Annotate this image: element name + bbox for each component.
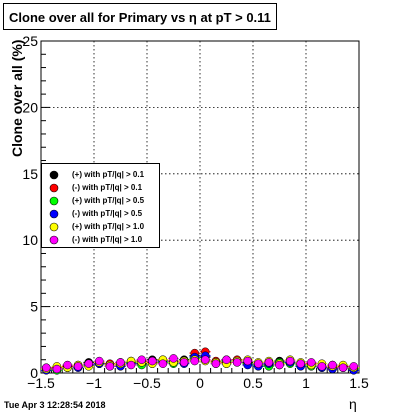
data-point <box>317 362 327 371</box>
x-tick-label: 1.5 <box>349 375 369 391</box>
data-point <box>169 354 178 363</box>
data-point <box>201 355 210 364</box>
x-tick-label: −1 <box>86 375 102 391</box>
data-point <box>105 362 115 371</box>
data-point <box>190 356 199 366</box>
legend-item: (+) with pT/|q| > 1.0 <box>42 220 161 233</box>
data-point <box>222 355 231 364</box>
legend-label: (-) with pT/|q| > 0.1 <box>72 183 143 192</box>
data-point <box>42 363 51 372</box>
data-point <box>338 363 348 372</box>
legend-marker-green <box>49 196 59 206</box>
data-point <box>285 356 295 366</box>
data-point <box>328 360 337 370</box>
y-tick-label: 5 <box>30 299 38 315</box>
data-point <box>232 358 242 367</box>
legend-item: (-) with pT/|q| > 0.1 <box>42 181 161 194</box>
timestamp: Tue Apr 3 12:28:54 2018 <box>4 400 106 410</box>
data-point <box>63 360 72 370</box>
legend-item: (-) with pT/|q| > 1.0 <box>42 233 161 246</box>
x-axis-label: η <box>349 396 357 412</box>
legend-label: (+) with pT/|q| > 0.5 <box>72 196 145 205</box>
y-tick-label: 25 <box>22 33 38 49</box>
legend-item: (+) with pT/|q| > 0.1 <box>42 168 161 181</box>
y-tick-label: 10 <box>22 232 38 248</box>
x-tick-label: −1.5 <box>27 375 55 391</box>
y-tick-label: 0 <box>30 365 38 381</box>
legend-label: (+) with pT/|q| > 0.1 <box>72 170 145 179</box>
data-point <box>52 364 62 374</box>
legend-marker-blue <box>49 209 59 219</box>
data-point <box>73 362 83 371</box>
data-point <box>148 356 157 366</box>
legend-label: (-) with pT/|q| > 0.5 <box>72 209 143 218</box>
legend-marker-yellow <box>49 222 59 232</box>
legend-marker-black <box>49 170 59 180</box>
data-point <box>307 358 316 367</box>
chart-title: Clone over all for Primary vs η at pT > … <box>3 3 277 30</box>
legend-item: (+) with pT/|q| > 0.5 <box>42 194 161 207</box>
legend: (+) with pT/|q| > 0.1 (-) with pT/|q| > … <box>41 163 160 248</box>
axes: −1.5 −1 −0.5 0 0.5 1 1.5 0 5 10 15 20 25 <box>22 33 369 391</box>
data-point <box>275 360 284 370</box>
legend-label: (+) with pT/|q| > 1.0 <box>72 222 145 231</box>
data-point <box>264 358 274 367</box>
x-tick-label: 1 <box>302 375 310 391</box>
data-markers <box>41 347 359 375</box>
data-point <box>84 359 93 368</box>
y-tick-label: 20 <box>22 99 38 115</box>
x-tick-label: −0.5 <box>133 375 161 391</box>
data-point <box>211 359 221 368</box>
x-tick-label: 0 <box>196 375 204 391</box>
y-tick-label: 15 <box>22 166 38 182</box>
data-point <box>179 358 189 367</box>
data-point <box>296 359 305 368</box>
legend-marker-red <box>49 183 59 193</box>
data-point <box>349 362 358 371</box>
x-tick-label: 0.5 <box>243 375 263 391</box>
data-point <box>116 358 125 367</box>
legend-label: (-) with pT/|q| > 1.0 <box>72 235 143 244</box>
data-point <box>254 359 263 368</box>
legend-item: (-) with pT/|q| > 0.5 <box>42 207 161 220</box>
y-axis-label: Clone over all (%) <box>9 39 25 157</box>
data-point <box>95 356 104 366</box>
data-point <box>137 355 146 364</box>
data-point <box>126 360 136 370</box>
data-point <box>243 356 252 366</box>
legend-marker-magenta <box>49 235 59 245</box>
data-point <box>158 359 168 368</box>
